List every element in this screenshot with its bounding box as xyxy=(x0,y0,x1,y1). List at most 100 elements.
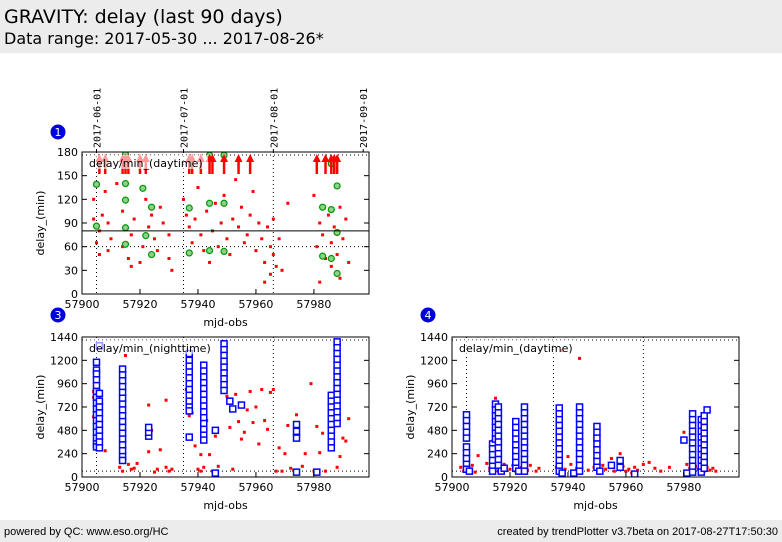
y-tick-label: 120 xyxy=(57,193,78,206)
y-tick-label: 720 xyxy=(57,401,78,414)
date-tick-label: 2017-06-01 xyxy=(92,88,103,148)
data-point xyxy=(335,253,339,257)
data-point xyxy=(103,189,107,193)
data-point xyxy=(537,466,541,470)
data-marks xyxy=(459,349,718,477)
plot-title-bg xyxy=(458,340,578,354)
data-point xyxy=(155,467,159,471)
boxed-point xyxy=(333,419,341,428)
data-point xyxy=(190,241,194,245)
data-point xyxy=(167,257,171,260)
date-tick-label: 2017-08-01 xyxy=(269,88,280,148)
y-axis-label: delay_(min) xyxy=(34,375,47,440)
x-tick-label: 57900 xyxy=(435,481,470,494)
data-point xyxy=(300,464,304,468)
data-point xyxy=(97,253,101,257)
data-point xyxy=(155,249,159,253)
boxed-point xyxy=(292,420,301,429)
date-tick-label: 2017-09-01 xyxy=(359,88,370,148)
y-axis-label: delay_(min) xyxy=(404,375,417,440)
plot-title-bg xyxy=(88,155,208,169)
data-point xyxy=(578,356,582,360)
reference-point xyxy=(319,252,327,260)
x-tick-label: 57920 xyxy=(122,481,157,494)
data-point xyxy=(132,466,136,470)
data-point xyxy=(152,237,156,241)
plot3-chart: 3 57900 57920 57940 57960 57980 0 240 480 720 960 1… xyxy=(34,306,370,512)
x-axis-label: mjd-obs xyxy=(203,316,248,329)
data-point xyxy=(332,225,336,229)
data-point xyxy=(202,249,206,253)
data-point xyxy=(263,280,267,284)
data-point xyxy=(115,182,119,186)
data-point xyxy=(341,436,345,440)
data-point xyxy=(144,197,148,201)
data-point xyxy=(94,241,98,245)
data-point xyxy=(618,452,622,456)
reference-point xyxy=(121,179,130,188)
data-point xyxy=(103,449,107,453)
reference-point xyxy=(327,254,335,263)
data-point xyxy=(324,257,328,260)
data-range: Data range: 2017-05-30 ... 2017-08-26* xyxy=(4,29,324,48)
data-point xyxy=(641,462,645,466)
reference-point xyxy=(142,232,150,240)
data-point xyxy=(274,264,278,268)
y-tick-label: 0 xyxy=(71,288,78,301)
reference-point xyxy=(205,247,214,255)
data-point xyxy=(659,469,663,473)
data-point xyxy=(242,430,246,434)
data-point xyxy=(126,462,130,466)
y-tick-label: 60 xyxy=(64,241,78,254)
data-point xyxy=(473,470,477,474)
data-point xyxy=(344,217,348,221)
data-point xyxy=(170,268,174,272)
page-title: GRAVITY: delay (last 90 days) xyxy=(4,6,283,28)
reference-point xyxy=(333,269,341,278)
data-point xyxy=(286,423,290,427)
data-point xyxy=(129,467,133,471)
data-point xyxy=(708,468,712,472)
data-point xyxy=(326,213,330,217)
data-point xyxy=(184,213,188,217)
footer-powered-by: powered by QC: www.eso.org/HC xyxy=(4,526,169,538)
data-point xyxy=(181,197,185,201)
y-axis-label: delay_(min) xyxy=(34,191,47,256)
reference-point xyxy=(121,196,130,204)
data-point xyxy=(338,455,342,459)
data-point xyxy=(164,465,168,469)
date-tick-label: 2017-07-01 xyxy=(179,88,190,148)
data-point xyxy=(196,186,200,189)
data-point xyxy=(170,467,174,471)
data-point xyxy=(653,466,657,470)
data-point xyxy=(586,468,590,472)
data-point xyxy=(251,189,255,193)
boxed-point xyxy=(680,436,688,444)
data-point xyxy=(329,241,333,245)
data-point xyxy=(254,405,258,409)
footer-created-by: created by trendPlotter v3.7beta on 2017… xyxy=(497,526,778,538)
plot-badge xyxy=(419,306,437,324)
boxed-point xyxy=(575,467,584,475)
data-point xyxy=(123,353,127,357)
data-point xyxy=(138,260,142,264)
data-point xyxy=(289,466,293,470)
data-point xyxy=(318,280,322,284)
boxed-point xyxy=(292,434,301,442)
boxed-point xyxy=(118,456,127,465)
x-tick-label: 57980 xyxy=(666,481,701,494)
reference-point xyxy=(92,180,101,188)
data-point xyxy=(248,213,252,217)
boxed-point xyxy=(313,468,321,476)
boxed-point xyxy=(616,463,624,472)
x-tick-label: 57900 xyxy=(65,298,100,311)
data-point xyxy=(604,467,608,471)
boxed-point xyxy=(292,427,301,436)
data-point xyxy=(237,420,241,424)
data-point xyxy=(714,469,718,473)
data-point xyxy=(205,209,209,213)
data-point xyxy=(470,463,474,467)
data-point xyxy=(268,390,272,394)
data-point xyxy=(318,451,322,455)
boxed-point xyxy=(292,468,301,476)
